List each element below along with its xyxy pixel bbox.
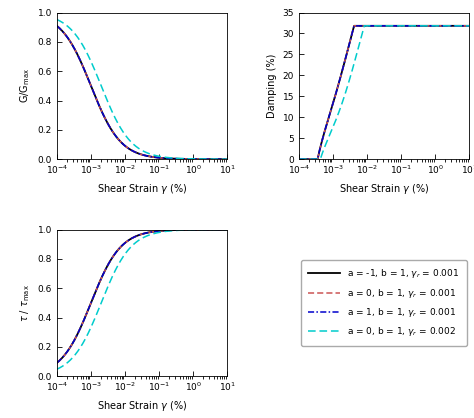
Y-axis label: Damping (%): Damping (%) — [267, 54, 277, 118]
X-axis label: Shear Strain $\gamma$ (%): Shear Strain $\gamma$ (%) — [339, 182, 429, 196]
X-axis label: Shear Strain $\gamma$ (%): Shear Strain $\gamma$ (%) — [97, 182, 187, 196]
Y-axis label: $\tau$ / $\tau_{\rm max}$: $\tau$ / $\tau_{\rm max}$ — [18, 284, 32, 322]
Legend: a = -1, b = 1, $\gamma_r$ = 0.001, a = 0, b = 1, $\gamma_r$ = 0.001, a = 1, b = : a = -1, b = 1, $\gamma_r$ = 0.001, a = 0… — [301, 260, 467, 346]
X-axis label: Shear Strain $\gamma$ (%): Shear Strain $\gamma$ (%) — [97, 399, 187, 413]
Y-axis label: G/G$_{\rm max}$: G/G$_{\rm max}$ — [18, 68, 32, 103]
